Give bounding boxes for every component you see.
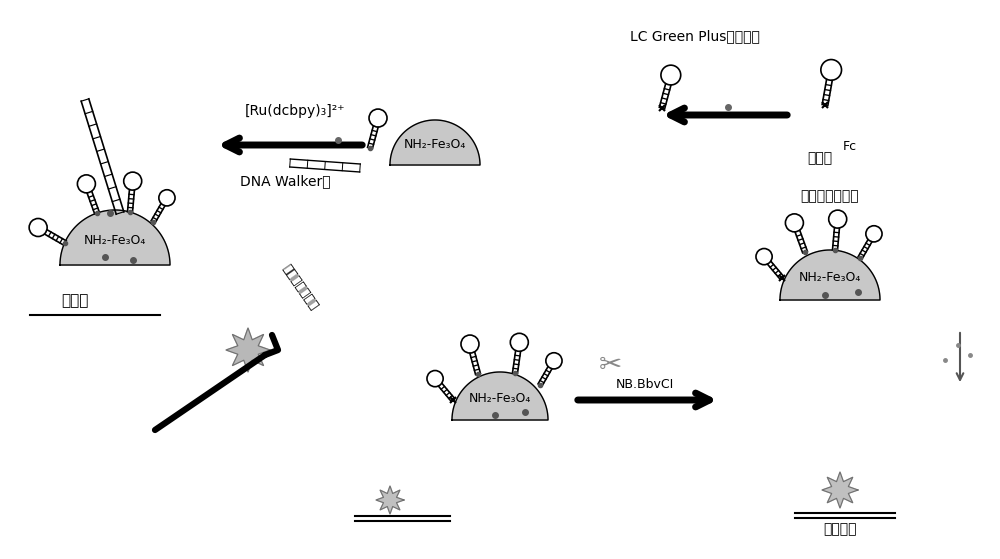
Text: NH₂-Fe₃O₄: NH₂-Fe₃O₄ — [84, 234, 146, 247]
Polygon shape — [60, 210, 170, 265]
Text: NB.BbvCI: NB.BbvCI — [616, 378, 674, 391]
Text: NH₂-Fe₃O₄: NH₂-Fe₃O₄ — [469, 392, 531, 405]
Text: LC Green Plus核酸染料: LC Green Plus核酸染料 — [630, 29, 760, 43]
Text: Fc: Fc — [843, 140, 857, 153]
Text: NH₂-Fe₃O₄: NH₂-Fe₃O₄ — [404, 138, 466, 151]
Text: 底物链: 底物链 — [807, 151, 833, 165]
Text: NH₂-Fe₃O₄: NH₂-Fe₃O₄ — [799, 271, 861, 284]
Polygon shape — [390, 120, 480, 165]
Polygon shape — [226, 328, 270, 372]
Text: 电化学发光信号: 电化学发光信号 — [801, 189, 859, 203]
Text: 取代链: 取代链 — [61, 293, 89, 308]
Polygon shape — [780, 250, 880, 300]
Text: 鼠伤寡沙门氏菌: 鼠伤寡沙门氏菌 — [280, 263, 320, 313]
Polygon shape — [376, 486, 404, 514]
Polygon shape — [452, 372, 548, 420]
Text: ✂: ✂ — [598, 351, 622, 379]
Text: DNA Walker链: DNA Walker链 — [240, 174, 331, 188]
Text: [Ru(dcbpy)₃]²⁺: [Ru(dcbpy)₃]²⁺ — [245, 104, 346, 118]
Text: 荧光信号: 荧光信号 — [823, 522, 857, 536]
Polygon shape — [822, 472, 858, 508]
